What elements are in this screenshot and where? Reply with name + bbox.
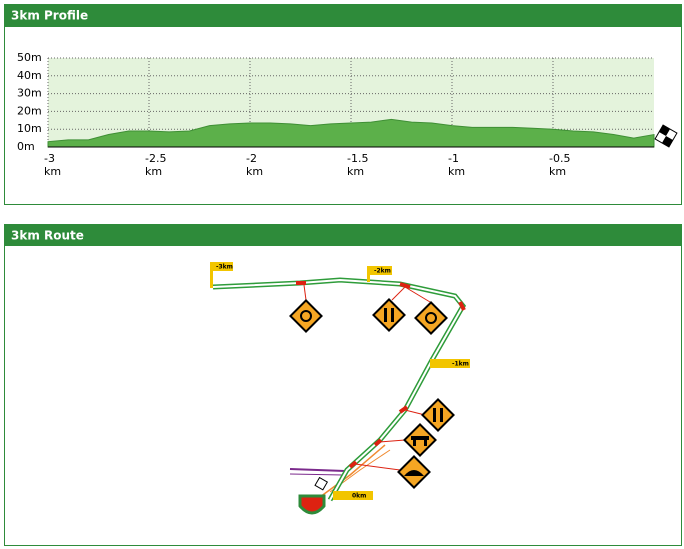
y-tick-label: 40m bbox=[17, 69, 42, 82]
y-tick-label: 10m bbox=[17, 122, 42, 135]
km-markers: -3km -2km -1km 0km bbox=[210, 262, 470, 500]
route-title: 3km Route bbox=[11, 229, 84, 243]
elevation-area bbox=[47, 118, 655, 148]
finish-flag bbox=[654, 124, 678, 148]
route-header bbox=[5, 225, 681, 246]
x-tick-label: -2.5 km bbox=[145, 152, 167, 178]
km-marker: -1km bbox=[452, 361, 469, 368]
x-tick-label: -3 km bbox=[44, 152, 62, 178]
profile-header bbox=[5, 5, 681, 27]
profile-title: 3km Profile bbox=[11, 9, 88, 23]
y-tick-label: 20m bbox=[17, 104, 42, 117]
km-marker: -2km bbox=[374, 268, 391, 275]
y-tick-label: 0m bbox=[17, 140, 35, 153]
route-map: -3km -2km -1km 0km bbox=[210, 262, 470, 515]
x-tick-label: -1.5 km bbox=[347, 152, 369, 178]
y-tick-label: 30m bbox=[17, 87, 42, 100]
y-tick-label: 50m bbox=[17, 51, 42, 64]
x-tick-label: -2 km bbox=[246, 152, 264, 178]
km-marker: 0km bbox=[352, 493, 366, 500]
km-marker: -3km bbox=[216, 264, 233, 271]
x-tick-label: -0.5 km bbox=[549, 152, 571, 178]
x-tick-label: -1 km bbox=[448, 152, 466, 178]
